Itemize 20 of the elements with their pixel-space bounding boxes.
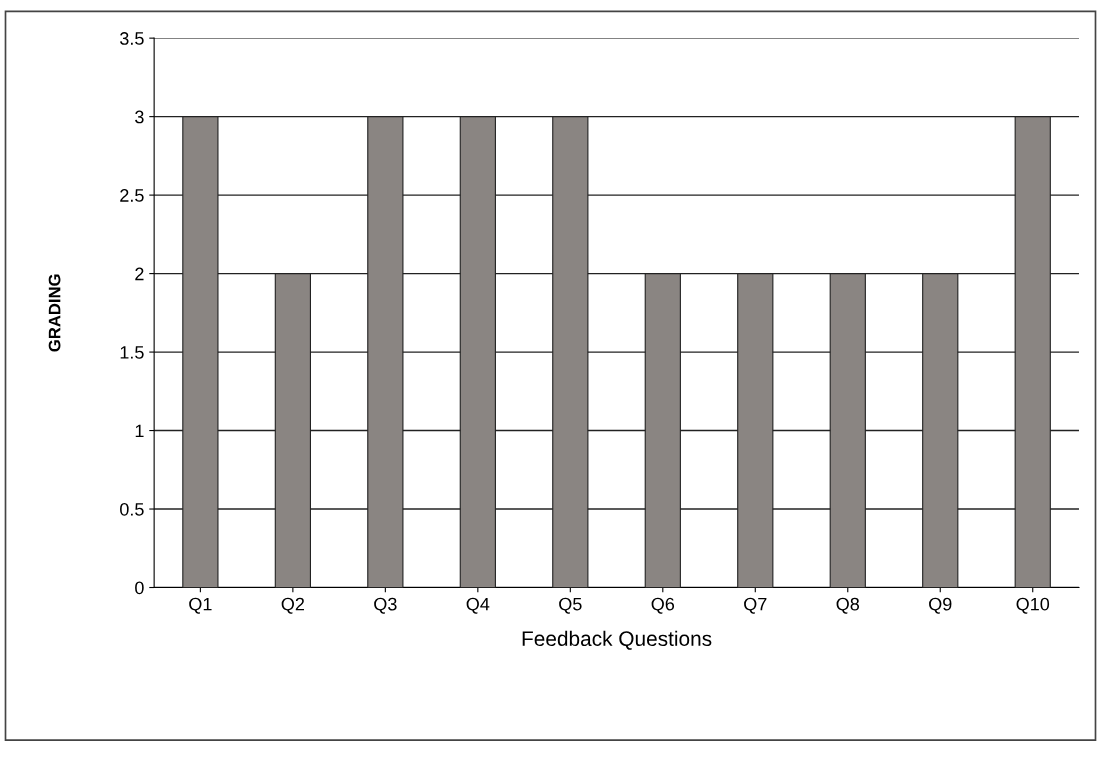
y-tick-label: 0.5	[120, 502, 144, 516]
y-tick-label: 3.5	[120, 32, 144, 45]
y-tick-label: 0	[135, 581, 144, 595]
x-tick-label: Q3	[374, 597, 397, 614]
x-tick-label: Q1	[189, 597, 212, 614]
y-tick-label: 2	[135, 267, 144, 281]
y-axis-title: GRADING	[48, 274, 61, 352]
x-tick-label: Q6	[651, 597, 675, 614]
x-axis-title: Feedback Questions	[522, 630, 712, 650]
y-tick-label: 3	[135, 110, 144, 124]
x-tick-label: Q7	[744, 597, 767, 614]
x-tick-label: Q4	[466, 597, 490, 614]
y-tick-label: 1.5	[120, 346, 144, 359]
x-tick-label: Q8	[836, 597, 860, 614]
y-tick-label: 1	[135, 424, 144, 438]
x-tick-label: Q2	[281, 597, 304, 614]
x-tick-label: Q5	[559, 597, 582, 614]
y-tick-label: 2.5	[120, 189, 144, 202]
x-tick-label: Q10	[1016, 597, 1050, 614]
x-tick-label: Q9	[929, 597, 952, 614]
